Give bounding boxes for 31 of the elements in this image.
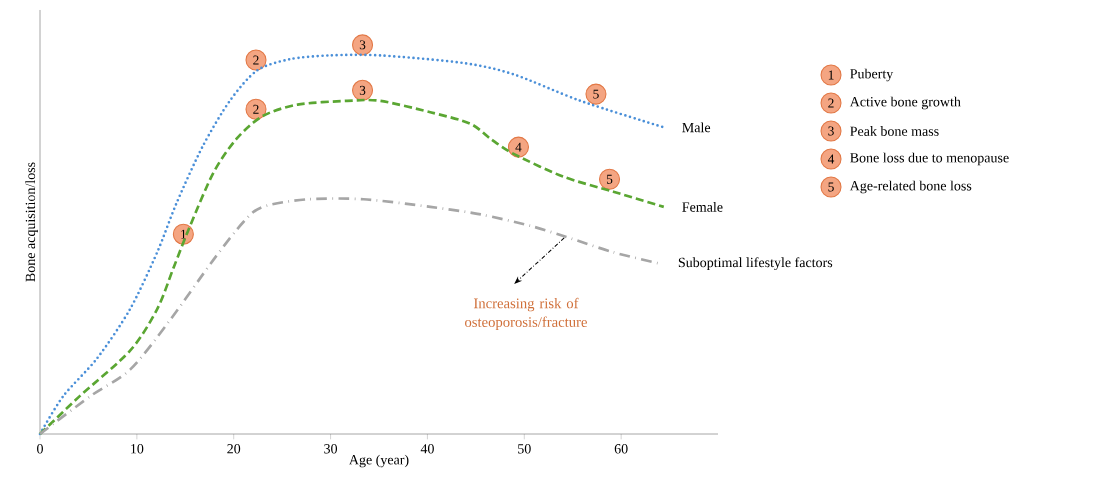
annotation: 1 [181, 229, 186, 239]
series-label: Suboptimal lifestyle factors [678, 257, 833, 271]
x-tick-label: 50 [518, 444, 531, 454]
text: Peak bone mass [850, 126, 939, 136]
annotation: 3 [359, 40, 366, 50]
annotation: 2 [253, 104, 259, 114]
x-tick-label: 40 [420, 444, 434, 454]
text: Puberty [850, 68, 894, 82]
text: 5 [828, 182, 834, 192]
text: Active bone growth [849, 96, 961, 110]
x-tick-label: 30 [324, 444, 338, 454]
x-tick-label: 0 [37, 444, 43, 454]
annotation: 4 [515, 142, 522, 152]
text: Age-related bone loss [849, 180, 972, 194]
x-tick-label: 60 [614, 444, 628, 454]
annotation: 5 [606, 174, 613, 184]
text: 4 [827, 154, 835, 164]
annotation: 2 [253, 55, 259, 65]
annotation: 3 [359, 85, 366, 95]
x-axis-title: Age (year) [349, 454, 409, 468]
text: 3 [828, 126, 834, 136]
y-axis-title: Bone acquisition/loss [25, 162, 38, 282]
series-label: Female [682, 201, 723, 212]
x-tick-label: 20 [227, 444, 241, 454]
text: Bone loss due to menopause [850, 152, 1009, 166]
x-tick-label: 10 [131, 444, 144, 454]
annotation: Increasing risk of osteoporosis/fracture [465, 297, 587, 330]
series-label: Male [682, 122, 711, 133]
text: 2 [828, 98, 834, 108]
text: 1 [828, 70, 834, 80]
annotation: 5 [593, 89, 599, 99]
